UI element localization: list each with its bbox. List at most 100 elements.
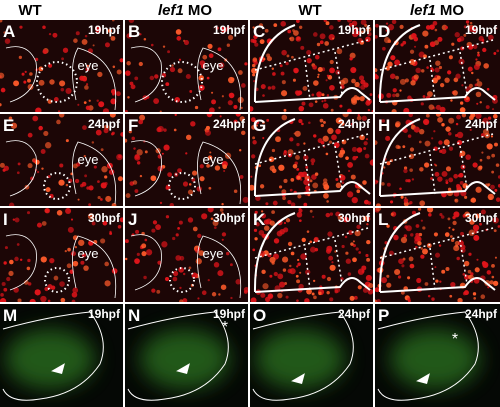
cell-dot <box>56 119 61 125</box>
tissue-outline <box>378 24 496 103</box>
cell-dot <box>434 28 438 32</box>
asterisk: * <box>222 319 228 336</box>
cell-dot <box>386 92 392 98</box>
cell-dot <box>49 258 55 264</box>
cell-dot <box>441 269 446 274</box>
cell-dot <box>399 89 402 92</box>
cell-dot <box>493 52 497 55</box>
cell-dot <box>413 126 420 133</box>
cell-dot <box>331 134 337 141</box>
cell-dot <box>394 59 401 66</box>
cell-dot <box>475 186 482 193</box>
cell-dot <box>429 41 436 48</box>
cell-dot <box>29 72 33 76</box>
cell-dot <box>100 238 106 244</box>
cell-dot <box>189 90 193 93</box>
cell-dot <box>84 174 88 178</box>
cell-dot <box>394 122 400 128</box>
cell-dot <box>473 64 480 71</box>
cell-dot <box>426 208 434 213</box>
arrowhead <box>176 363 190 374</box>
cell-dot <box>413 74 419 80</box>
cell-dot <box>440 215 445 219</box>
cell-dot <box>345 258 352 264</box>
cell-dot <box>251 67 258 74</box>
cell-dot <box>66 263 72 269</box>
cell-dot <box>451 42 455 46</box>
cell-dot <box>335 182 342 189</box>
cell-dot <box>206 114 213 118</box>
cell-dot <box>448 226 451 229</box>
cell-dot <box>157 125 164 133</box>
cell-dot <box>306 288 312 295</box>
cell-dot <box>476 81 483 87</box>
cell-dot <box>204 129 212 136</box>
cell-dot <box>469 21 473 25</box>
cell-dot <box>376 180 379 183</box>
panel-letter: N <box>128 306 140 325</box>
cell-dot <box>416 277 422 284</box>
cell-dot <box>138 61 143 67</box>
cell-dot <box>56 210 63 216</box>
cell-dot <box>395 75 399 80</box>
cell-dot <box>296 167 300 171</box>
cell-dot <box>125 193 131 199</box>
cell-dot <box>319 33 326 40</box>
cell-dot <box>354 81 360 88</box>
cell-dot <box>435 104 441 110</box>
cell-dot <box>495 163 500 167</box>
cell-dot <box>400 236 408 244</box>
cell-dot <box>447 70 452 75</box>
cell-dot <box>255 120 260 125</box>
cell-dot <box>450 238 455 242</box>
cell-dot <box>319 118 324 123</box>
cell-dot <box>392 93 396 98</box>
cell-dot <box>221 212 224 215</box>
cell-dot <box>410 33 417 39</box>
cell-dot <box>289 137 294 142</box>
cell-dot <box>301 171 308 178</box>
cell-dot <box>226 43 231 47</box>
cell-dot <box>397 145 401 149</box>
cell-dot <box>420 69 425 73</box>
cell-dot <box>375 35 378 39</box>
cell-dot <box>252 73 256 77</box>
cell-dot <box>418 232 423 237</box>
cell-dot <box>309 209 313 213</box>
cell-dot <box>167 50 171 54</box>
cell-dot <box>329 59 334 65</box>
cell-dot <box>8 116 13 120</box>
cell-dot <box>321 93 325 97</box>
cell-dot <box>464 195 468 199</box>
cell-dot <box>47 63 53 68</box>
cell-dot <box>40 256 47 263</box>
cell-dot <box>177 168 182 174</box>
cell-dot <box>3 165 9 171</box>
cell-dot <box>319 40 324 45</box>
cell-dot <box>359 75 365 81</box>
cell-dot <box>486 87 490 91</box>
cell-dot <box>45 187 51 193</box>
cell-dot <box>182 298 188 302</box>
cell-dot <box>162 45 166 48</box>
cell-dot <box>434 171 440 177</box>
cell-dot <box>13 80 20 87</box>
cell-dot <box>482 117 489 124</box>
cell-dot <box>436 75 441 80</box>
cell-dot <box>79 75 85 81</box>
cell-dot <box>485 105 490 109</box>
cell-dot <box>492 114 498 119</box>
cell-dot <box>481 261 487 266</box>
panel: L 30hpf <box>375 208 500 302</box>
cell-dot <box>254 42 259 47</box>
cell-dot <box>27 163 33 169</box>
cell-dot <box>220 26 227 33</box>
cell-dot <box>93 165 97 169</box>
cell-dot <box>491 170 495 174</box>
cell-dot <box>266 56 273 62</box>
green-glow <box>255 329 345 389</box>
cell-dot <box>104 42 110 48</box>
cell-dot <box>188 183 192 186</box>
cell-dot <box>97 180 100 183</box>
panel: E 24hpf eye <box>0 114 123 206</box>
